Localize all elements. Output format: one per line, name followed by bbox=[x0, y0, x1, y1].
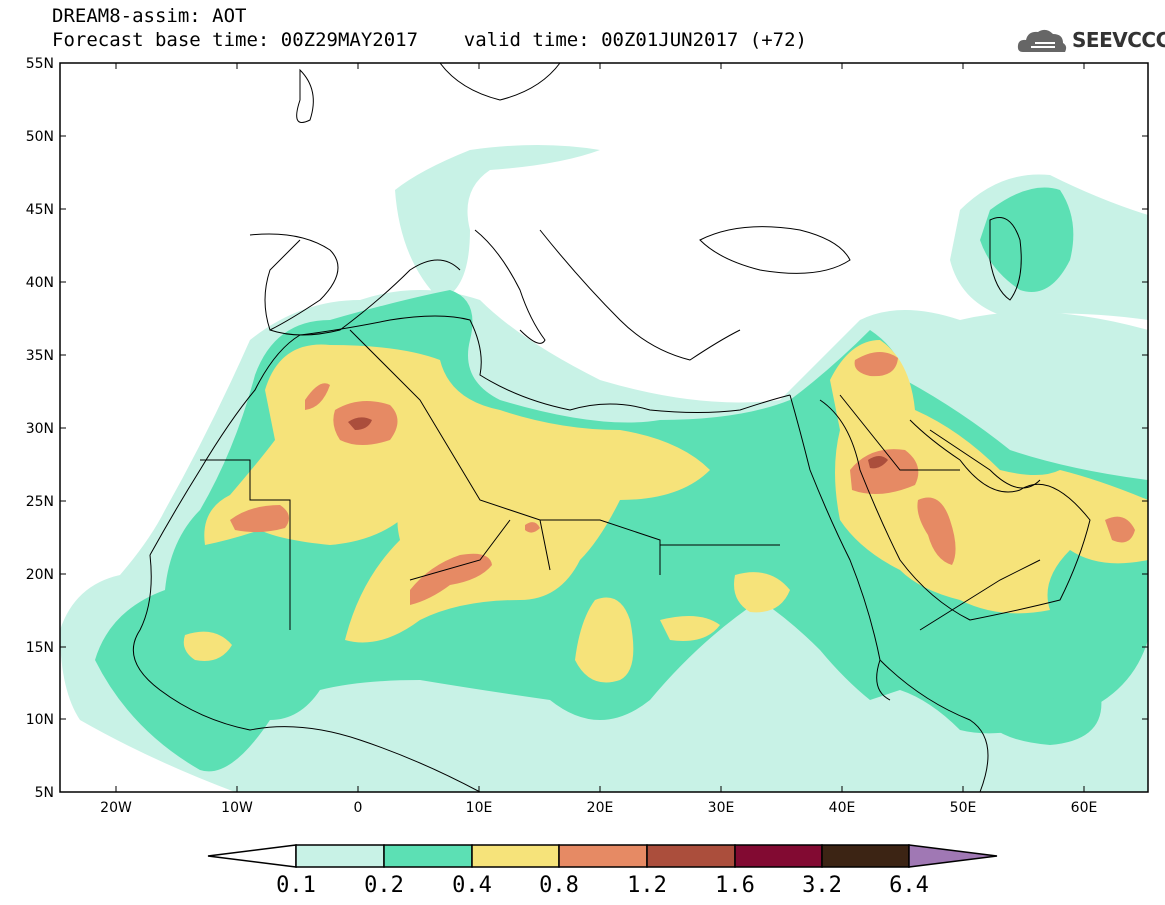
map-title: DREAM8-assim: AOT bbox=[52, 5, 247, 27]
colorbar-segment bbox=[821, 844, 910, 868]
lat-label: 30N bbox=[26, 421, 54, 437]
aot-band-0-8 bbox=[850, 449, 919, 494]
colorbar-label: 1.2 bbox=[627, 873, 667, 898]
coastlines bbox=[132, 63, 1091, 792]
lon-label: 60E bbox=[1071, 800, 1098, 816]
aot-band-0-4 bbox=[575, 597, 634, 683]
aot-band-0-4 bbox=[734, 572, 790, 613]
aot-band-0-4 bbox=[204, 344, 711, 643]
logo-text: SEEVCCC bbox=[1072, 28, 1165, 52]
coastline-iberia bbox=[269, 259, 461, 336]
aot-fields bbox=[60, 145, 1148, 792]
lon-label: 10W bbox=[221, 800, 253, 816]
map-frame bbox=[59, 62, 1149, 793]
coastline-arabia bbox=[819, 399, 1091, 621]
colorbar bbox=[207, 844, 998, 868]
lon-label: 50E bbox=[950, 800, 977, 816]
coastline-persian-gulf bbox=[929, 429, 1041, 489]
colorbar-segment bbox=[646, 844, 736, 868]
lat-label: 10N bbox=[26, 712, 54, 728]
aot-band-0-4 bbox=[660, 616, 720, 641]
tick-marks bbox=[60, 63, 1148, 792]
coastline-italy bbox=[474, 229, 546, 344]
aot-band-1-2 bbox=[868, 456, 888, 469]
coastline-europe bbox=[249, 233, 339, 331]
lat-label: 25N bbox=[26, 494, 54, 510]
colorbar-segment bbox=[471, 844, 560, 868]
colorbar-under-triangle bbox=[207, 844, 297, 868]
colorbar-label: 3.2 bbox=[802, 873, 842, 898]
lat-labels: 55N 50N 45N 40N 35N 30N 25N 20N 15N 10N … bbox=[26, 56, 54, 801]
lat-label: 35N bbox=[26, 348, 54, 364]
aot-band-0-2 bbox=[980, 187, 1074, 292]
cloud-icon bbox=[1017, 29, 1067, 52]
lon-label: 30E bbox=[708, 800, 735, 816]
colorbar-label: 0.1 bbox=[276, 873, 316, 898]
aot-band-0-4 bbox=[183, 631, 232, 661]
coastline-red-sea bbox=[789, 394, 891, 701]
colorbar-label: 0.4 bbox=[452, 873, 492, 898]
colorbar-labels: 0.1 0.2 0.4 0.8 1.2 1.6 3.2 6.4 bbox=[276, 873, 929, 898]
aot-band-0-8 bbox=[230, 505, 289, 533]
colorbar-segment bbox=[734, 844, 823, 868]
aot-band-0-8 bbox=[410, 553, 492, 605]
coastline-west-africa bbox=[132, 554, 481, 792]
lat-label: 40N bbox=[26, 275, 54, 291]
colorbar-over-triangle bbox=[908, 844, 998, 868]
colorbar-label: 1.6 bbox=[715, 873, 755, 898]
coastline-caspian bbox=[989, 217, 1022, 301]
aot-band-0-8 bbox=[917, 497, 956, 565]
aot-band-0-8 bbox=[1105, 516, 1135, 543]
lat-label: 45N bbox=[26, 202, 54, 218]
coastline-scandinavia bbox=[439, 63, 561, 101]
coastline-north-africa bbox=[149, 315, 791, 556]
colorbar-segment bbox=[558, 844, 648, 868]
lat-label: 20N bbox=[26, 567, 54, 583]
colorbar-label: 6.4 bbox=[889, 873, 929, 898]
forecast-time-line: Forecast base time: 00Z29MAY2017 valid t… bbox=[52, 29, 807, 51]
aot-band-0-8 bbox=[305, 383, 330, 410]
colorbar-segment bbox=[295, 844, 385, 868]
lat-label: 5N bbox=[35, 785, 54, 801]
lon-label: 20W bbox=[100, 800, 132, 816]
lon-label: 0 bbox=[354, 800, 363, 816]
aot-band-1-2 bbox=[348, 417, 372, 430]
aot-band-0-4 bbox=[830, 340, 1148, 614]
coastline-balkans bbox=[539, 229, 741, 361]
coastline-uk bbox=[296, 68, 314, 123]
colorbar-segment bbox=[383, 844, 473, 868]
lon-label: 20E bbox=[587, 800, 614, 816]
lon-labels: 20W 10W 0 10E 20E 30E 40E 50E 60E bbox=[100, 800, 1097, 816]
aot-band-0-2 bbox=[980, 690, 1102, 745]
lat-label: 55N bbox=[26, 56, 54, 72]
coastline-east-africa bbox=[879, 659, 989, 792]
lon-label: 40E bbox=[829, 800, 856, 816]
border-lines bbox=[200, 329, 1041, 631]
lat-label: 15N bbox=[26, 640, 54, 656]
lon-label: 10E bbox=[466, 800, 493, 816]
coastline-black-sea bbox=[699, 226, 851, 274]
colorbar-label: 0.8 bbox=[539, 873, 579, 898]
colorbar-label: 0.2 bbox=[364, 873, 404, 898]
lat-label: 50N bbox=[26, 129, 54, 145]
aot-band-0-8 bbox=[525, 522, 540, 533]
aot-band-0-8 bbox=[854, 351, 898, 377]
